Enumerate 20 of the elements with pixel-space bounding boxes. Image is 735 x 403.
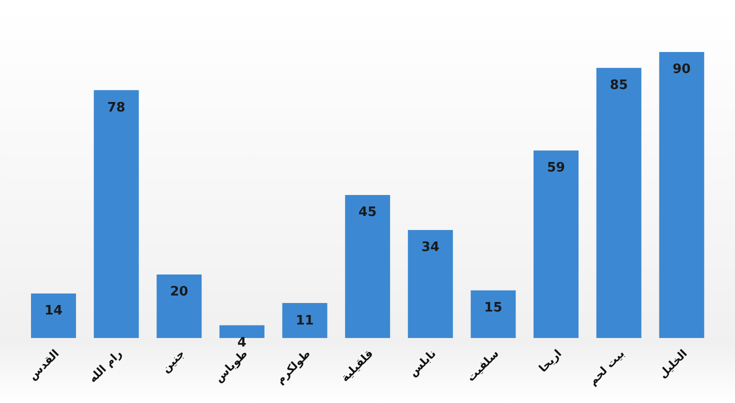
data-label: 59: [547, 160, 566, 176]
data-label: 85: [610, 78, 628, 94]
x-tick-label: طولكرم: [274, 347, 313, 386]
data-label: 14: [44, 304, 63, 319]
x-tick-label: جنين: [159, 347, 188, 376]
data-label: 11: [296, 313, 314, 328]
data-label: 90: [672, 62, 691, 78]
x-tick-label: الخليل: [656, 347, 690, 381]
data-label: 20: [170, 284, 188, 300]
x-tick-label: قلقيلية: [338, 347, 376, 384]
x-tick-label: اريحا: [536, 347, 564, 375]
data-label: 45: [358, 205, 377, 220]
x-tick-label: نابلس: [406, 347, 439, 380]
data-label: 34: [421, 240, 440, 256]
x-tick-label: سلفيت: [464, 347, 502, 384]
data-label: 15: [484, 300, 502, 316]
x-tick-label: رام الله: [86, 347, 124, 386]
data-label: 78: [107, 100, 126, 116]
x-tick-label: القدس: [26, 347, 62, 383]
x-tick-label: بيت لحم: [586, 347, 628, 388]
